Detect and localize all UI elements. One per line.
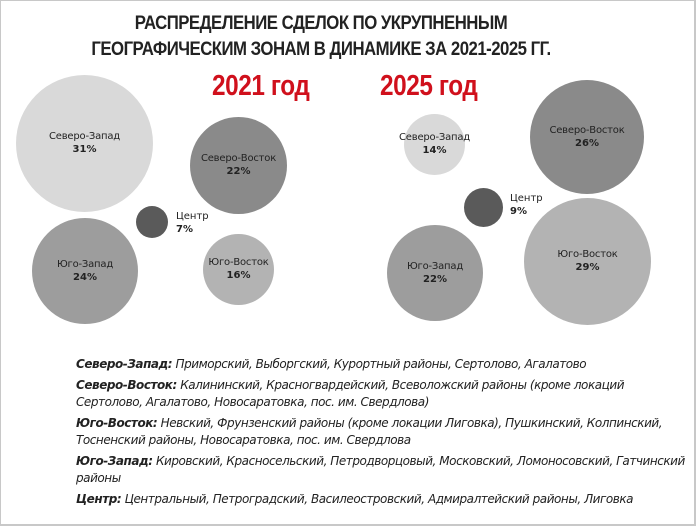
legend-key: Центр:	[76, 492, 122, 506]
legend-item-north-west: Северо-Запад: Приморский, Выборгский, Ку…	[76, 356, 691, 373]
bubble-label: Северо-Восток	[200, 153, 277, 164]
bubble-value: 9%	[510, 206, 527, 217]
bubble-2021-south-east: Юго-Восток 16%	[203, 234, 274, 305]
legend-key: Юго-Восток:	[76, 416, 158, 430]
legend-value: Калининский, Красногвардейский, Всеволож…	[76, 378, 625, 409]
bubble-label: Юго-Восток	[208, 257, 269, 268]
year-label-2021: 2021 год	[212, 70, 310, 102]
bubble-label: Центр	[176, 211, 209, 222]
zone-legend: Северо-Запад: Приморский, Выборгский, Ку…	[76, 356, 691, 512]
title-line-2: ГЕОГРАФИЧЕСКИМ ЗОНАМ В ДИНАМИКЕ ЗА 2021-…	[91, 38, 551, 60]
legend-key: Юго-Запад:	[76, 454, 153, 468]
bubble-2021-center-label: Центр 7%	[176, 210, 209, 237]
legend-value: Кировский, Красносельский, Петродворцовы…	[76, 454, 685, 485]
bubble-2025-center	[464, 188, 503, 227]
legend-key: Северо-Запад:	[76, 357, 173, 371]
bubble-2025-north-west: Северо-Запад 14%	[399, 114, 470, 175]
bubble-value: 26%	[575, 137, 599, 149]
bubble-label: Северо-Запад	[49, 131, 120, 142]
bubble-label: Юго-Запад	[56, 258, 114, 270]
bubble-2021-south-west: Юго-Запад 24%	[32, 218, 138, 324]
legend-key: Северо-Восток:	[76, 378, 177, 392]
legend-item-south-east: Юго-Восток: Невский, Фрунзенский районы …	[76, 415, 691, 449]
bubble-label: Центр	[510, 193, 543, 204]
legend-item-north-east: Северо-Восток: Калининский, Красногварде…	[76, 377, 691, 411]
legend-value: Приморский, Выборгский, Курортный районы…	[172, 357, 587, 371]
bubble-2025-south-east: Юго-Восток 29%	[524, 198, 651, 325]
bubble-label: Юго-Запад	[406, 260, 464, 272]
bubble-value: 24%	[73, 271, 97, 283]
bubble-value: 31%	[72, 144, 97, 155]
bubble-2025-center-label: Центр 9%	[510, 192, 543, 219]
bubble-2021-north-east: Северо-Восток 22%	[190, 117, 287, 214]
chart-title: РАСПРЕДЕЛЕНИЕ СДЕЛОК ПО УКРУПНЕННЫМ ГЕОГ…	[46, 10, 596, 62]
bubble-label: Северо-Восток	[549, 124, 625, 136]
bubble-value: 22%	[423, 273, 447, 285]
legend-value: Невский, Фрунзенский районы (кроме локац…	[76, 416, 663, 447]
bubble-value: 22%	[226, 166, 251, 177]
bubble-2021-center	[136, 206, 168, 238]
title-line-1: РАСПРЕДЕЛЕНИЕ СДЕЛОК ПО УКРУПНЕННЫМ	[134, 12, 508, 34]
bubble-value: 29%	[575, 262, 600, 273]
bubble-label: Юго-Восток	[557, 249, 618, 260]
bubble-2025-north-east: Северо-Восток 26%	[530, 80, 644, 194]
legend-item-center: Центр: Центральный, Петроградский, Васил…	[76, 491, 691, 508]
legend-item-south-west: Юго-Запад: Кировский, Красносельский, Пе…	[76, 453, 691, 487]
year-label-2025: 2025 год	[380, 70, 478, 102]
bubble-2025-south-west: Юго-Запад 22%	[387, 225, 483, 321]
bubble-value: 7%	[176, 224, 193, 235]
legend-value: Центральный, Петроградский, Василеостров…	[121, 492, 634, 506]
bubble-label: Северо-Запад	[399, 132, 470, 143]
bubble-value: 14%	[422, 145, 447, 156]
bubble-value: 16%	[226, 270, 251, 281]
bubble-2021-north-west: Северо-Запад 31%	[16, 75, 153, 212]
